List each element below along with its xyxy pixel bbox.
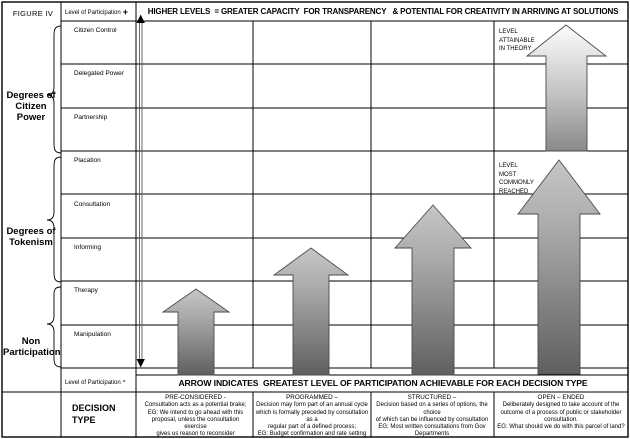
decision-type-cell-open-ended: OPEN – ENDED Deliberately designed to ta… <box>496 394 626 431</box>
decision-type-title-programmed: PROGRAMMED – <box>286 394 338 401</box>
level-label-informing: Informing <box>74 244 102 251</box>
decision-type-cell-pre-considered: PRE-CONSIDERED - Consultation acts as a … <box>140 394 251 438</box>
decision-type-body-pre-considered: Consultation acts as a potential brake; … <box>144 402 247 437</box>
level-label-placation: Placation <box>74 157 101 164</box>
participation-axis-arrow <box>136 14 145 368</box>
decision-type-body-structured: Decision based on a series of options, t… <box>375 402 489 437</box>
bottom-banner: ARROW INDICATES GREATEST LEVEL OF PARTIC… <box>178 378 588 388</box>
decision-type-cell-structured: STRUCTURED – Decision based on a series … <box>372 394 492 438</box>
figure-caption: FIGURE IV <box>12 9 54 18</box>
axis-label-top: Level of Participation + <box>65 7 128 17</box>
decision-type-title-open-ended: OPEN – ENDED <box>537 394 585 401</box>
level-label-citizen-control: Citizen Control <box>74 27 117 34</box>
annotation-level-attainable-in-theory: LEVEL ATTAINABLE IN THEORY <box>499 29 535 53</box>
level-label-therapy: Therapy <box>74 287 98 294</box>
level-label-delegated-power: Delegated Power <box>74 70 124 77</box>
group-label-non-participation: Non Participation <box>3 336 61 359</box>
level-label-partnership: Partnership <box>74 114 108 121</box>
arrow-level-attainable-in-theory <box>525 24 608 152</box>
decision-type-body-programmed: Decision may form part of an annual cycl… <box>255 402 369 437</box>
decision-type-body-open-ended: Deliberately designed to take account of… <box>497 402 625 430</box>
annotation-level-most-commonly-reached: LEVEL MOST COMMONLY REACHED <box>499 163 534 196</box>
level-label-consultation: Consultation <box>74 201 111 208</box>
decision-type-cell-programmed: PROGRAMMED – Decision may form part of a… <box>255 394 369 438</box>
arrow-pre-considered <box>161 288 231 376</box>
arrow-open-ended <box>517 159 601 375</box>
decision-type-title-structured: STRUCTURED – <box>407 394 457 401</box>
group-label-tokenism: Degrees of Tokenism <box>6 226 56 249</box>
brace-non-participation <box>46 286 62 368</box>
axis-minus-sign: - <box>122 376 126 385</box>
axis-label-bottom-text: Level of Participation <box>65 380 121 386</box>
arrow-programmed <box>272 247 350 376</box>
axis-label-bottom: Level of Participation - <box>65 376 125 386</box>
top-banner: HIGHER LEVELS = GREATER CAPACITY FOR TRA… <box>147 7 619 16</box>
brace-tokenism <box>46 156 62 283</box>
level-label-manipulation: Manipulation <box>74 331 111 338</box>
group-label-citizen-power: Degrees of Citizen Power <box>6 90 56 124</box>
decision-type-title-pre-considered: PRE-CONSIDERED - <box>165 394 226 401</box>
brace-citizen-power <box>46 25 62 154</box>
arrow-structured <box>394 204 472 376</box>
axis-label-top-text: Level of Participation <box>65 10 121 16</box>
axis-plus-sign: + <box>122 7 128 17</box>
decision-type-header: DECISION TYPE <box>72 403 116 425</box>
